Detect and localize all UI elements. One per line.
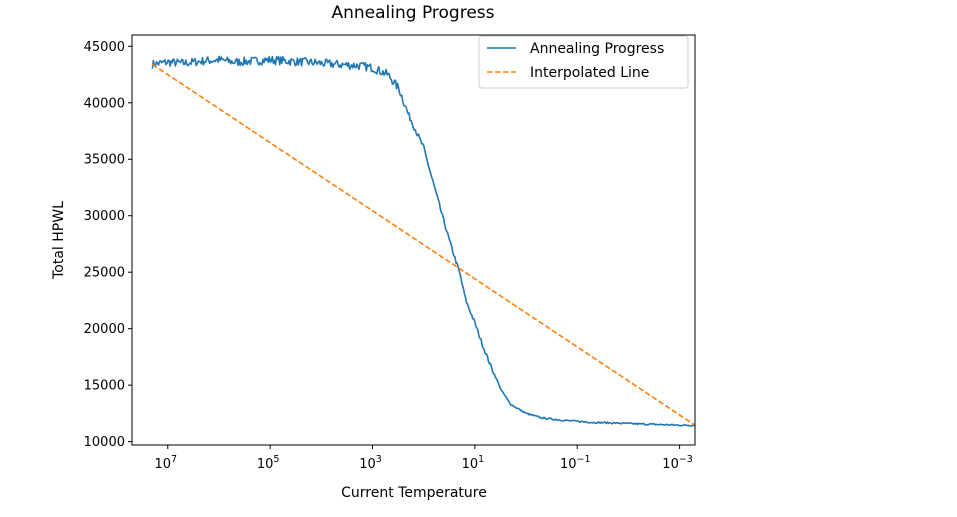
x-tick-base: 10: [560, 457, 577, 472]
series-line-interpolated: [151, 63, 696, 426]
x-tick-label: 107: [154, 454, 177, 472]
y-tick-label: 20000: [84, 322, 125, 337]
x-tick-label: 10−3: [662, 454, 693, 472]
y-tick-label: 40000: [84, 96, 125, 111]
legend-label-interpolated-line: Interpolated Line: [530, 65, 649, 81]
x-tick-label: 10−1: [560, 454, 591, 472]
chart-title: Annealing Progress: [331, 3, 494, 23]
x-tick-exponent: −1: [576, 454, 590, 465]
legend-label-annealing-progress: Annealing Progress: [530, 41, 664, 57]
y-tick-label: 35000: [84, 153, 125, 168]
x-tick-base: 10: [462, 457, 479, 472]
x-tick-label: 103: [359, 454, 382, 472]
legend: Annealing Progress Interpolated Line: [478, 35, 689, 89]
legend-box: [478, 35, 689, 89]
y-axis-label: Total HPWL: [51, 201, 67, 280]
x-tick-label: 101: [462, 454, 485, 472]
y-tick-label: 30000: [84, 209, 125, 224]
y-tick-label: 25000: [84, 266, 125, 281]
x-axis: 107 105 103 101 10−1 10−3: [154, 445, 693, 472]
y-axis: 10000 15000 20000 25000 30000 35000 40000 45000: [84, 40, 132, 450]
x-tick-base: 10: [359, 457, 376, 472]
x-tick-base: 10: [662, 457, 679, 472]
x-tick-label: 105: [257, 454, 280, 472]
x-tick-exponent: 3: [376, 454, 382, 465]
x-tick-exponent: 7: [171, 454, 177, 465]
series-layer: [151, 55, 696, 427]
series-line-annealing: [151, 55, 696, 427]
x-tick-exponent: 1: [478, 454, 484, 465]
x-tick-exponent: 5: [273, 454, 279, 465]
y-tick-label: 10000: [84, 435, 125, 450]
x-tick-base: 10: [257, 457, 274, 472]
y-tick-label: 15000: [84, 379, 125, 394]
x-tick-base: 10: [154, 457, 171, 472]
y-tick-label: 45000: [84, 40, 125, 55]
x-axis-label: Current Temperature: [341, 485, 487, 501]
plot-frame: [131, 34, 696, 446]
x-tick-exponent: −3: [679, 454, 693, 465]
